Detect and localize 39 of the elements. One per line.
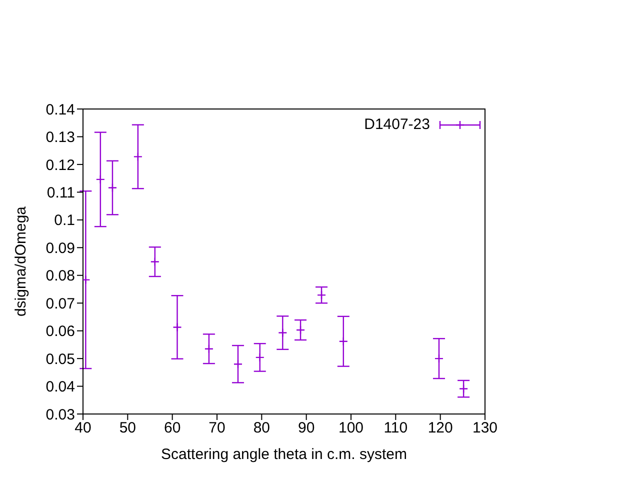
y-tick-label: 0.05 <box>46 350 75 368</box>
x-tick-label: 70 <box>208 420 226 437</box>
point <box>434 354 444 364</box>
x-tick-label: 130 <box>472 420 498 437</box>
y-tick-label: 0.1 <box>54 212 75 230</box>
point <box>133 152 143 162</box>
y-tick-label: 0.06 <box>46 323 75 340</box>
point <box>296 325 306 335</box>
x-tick-label: 110 <box>384 420 408 437</box>
x-axis-title: Scattering angle theta in c.m. system <box>161 446 407 463</box>
y-tick-label: 0.12 <box>46 156 75 174</box>
point <box>233 359 243 369</box>
y-tick-label: 0.11 <box>46 184 75 202</box>
y-tick-label: 0.07 <box>46 295 75 312</box>
x-tick-label: 50 <box>119 420 136 437</box>
legend-label: D1407-23 <box>364 116 430 133</box>
x-tick-label: 90 <box>298 420 315 437</box>
x-tick-label: 40 <box>74 420 92 437</box>
point <box>150 257 160 266</box>
point <box>338 336 348 346</box>
x-tick-label: 100 <box>338 420 364 437</box>
x-tick-label: 80 <box>253 420 270 437</box>
point <box>255 352 264 362</box>
point <box>96 174 106 184</box>
point <box>108 183 118 192</box>
point <box>316 290 326 300</box>
y-axis-title: dsigma/dOmega <box>12 206 30 317</box>
point <box>172 322 182 332</box>
y-tick-label: 0.09 <box>46 240 75 257</box>
y-tick-label: 0.13 <box>46 129 75 146</box>
point <box>458 384 468 394</box>
y-tick-label: 0.08 <box>46 268 75 285</box>
y-tick-label: 0.03 <box>46 406 75 424</box>
x-tick-label: 60 <box>164 420 181 437</box>
point <box>278 328 288 338</box>
y-tick-label: 0.14 <box>46 101 75 118</box>
y-tick-label: 0.04 <box>46 378 75 396</box>
point <box>204 344 214 354</box>
x-tick-label: 120 <box>428 420 453 437</box>
